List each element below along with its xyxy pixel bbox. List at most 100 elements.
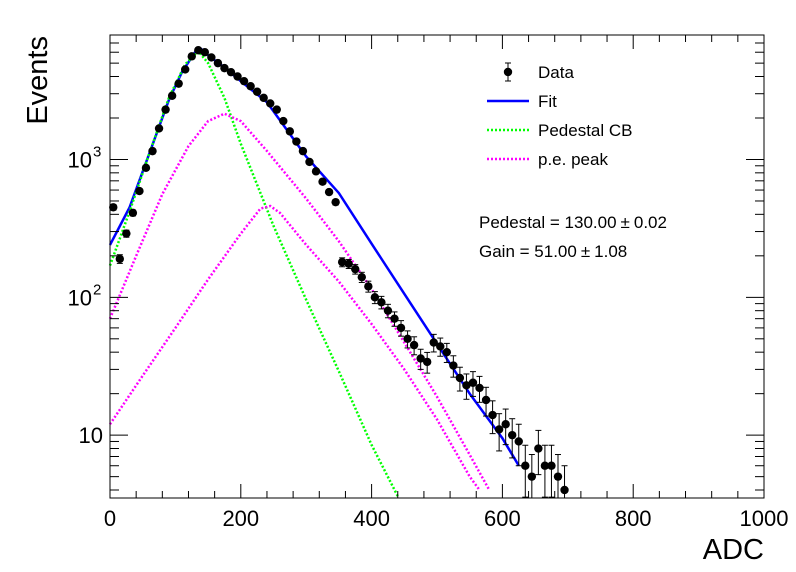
gain-value: Gain = 51.00: [479, 242, 577, 261]
x-axis-label: ADC: [703, 534, 764, 566]
pe-peak-curve-3: [108, 112, 491, 491]
data-point: [226, 67, 236, 77]
legend-label: Data: [538, 63, 574, 82]
data-point: [409, 336, 419, 356]
data-point: [292, 137, 301, 146]
data-point: [403, 330, 412, 349]
data-point: [279, 116, 288, 126]
data-point: [128, 208, 138, 218]
x-tick-label: 800: [615, 506, 652, 531]
data-point: [252, 87, 262, 96]
x-axis: 0 200 400 600 800 1000: [104, 35, 789, 531]
pedestal-error: 0.02: [634, 213, 667, 232]
pedestal-curve: [108, 49, 399, 497]
data-point: [364, 280, 373, 293]
data-point: [462, 373, 471, 400]
y-tick-exponent: 3: [93, 143, 101, 160]
data-point: [468, 371, 478, 397]
gain-annotation: Gain = 51.00 ±1.08: [479, 242, 627, 261]
data-point: [239, 76, 249, 86]
data-point: [416, 348, 425, 370]
x-tick-label: 1000: [740, 506, 789, 531]
data-point: [154, 124, 164, 133]
legend-label: Fit: [538, 92, 557, 111]
legend-entry: Data: [503, 62, 574, 82]
x-tick-label: 400: [353, 506, 390, 531]
data-point: [547, 444, 556, 498]
data-point: [436, 337, 445, 357]
data-point: [429, 333, 438, 353]
legend-label: Pedestal CB: [538, 121, 633, 140]
data-point: [534, 429, 543, 476]
legend: Data Fit Pedestal CB p.e. peak: [487, 62, 633, 169]
data-point: [272, 105, 281, 114]
gain-error: 1.08: [594, 242, 627, 261]
data-point: [285, 127, 295, 136]
data-point: [377, 295, 386, 310]
legend-label: p.e. peak: [538, 150, 608, 169]
data-point: [383, 303, 393, 319]
data-point: [246, 82, 255, 91]
data-point: [442, 342, 452, 363]
pedestal-pm: ±: [621, 213, 630, 232]
data-point: [266, 99, 275, 108]
data-point: [161, 105, 170, 114]
data-point: [475, 375, 484, 403]
data-point: [494, 413, 504, 452]
data-point: [455, 366, 465, 392]
data-point: [481, 386, 491, 417]
x-tick-label: 0: [104, 506, 116, 531]
data-point: [109, 203, 118, 212]
data-point: [351, 264, 360, 275]
y-axis-label: Events: [22, 36, 54, 125]
y-tick-label: 10: [68, 285, 92, 310]
data-point: [422, 351, 432, 374]
x-tick-label: 600: [484, 506, 521, 531]
data-point: [324, 187, 334, 197]
data-point: [181, 65, 190, 74]
data-point: [220, 63, 229, 73]
pedestal-value: Pedestal = 130.00: [479, 213, 617, 232]
y-tick-label: 10: [68, 147, 92, 172]
legend-entry: p.e. peak: [487, 150, 608, 169]
data-point: [521, 444, 530, 498]
data-point: [390, 311, 399, 327]
data-point: [318, 177, 327, 186]
data-points: [109, 46, 569, 499]
data-point: [514, 423, 523, 467]
data-point: [488, 400, 497, 435]
y-tick-exponent: 2: [93, 281, 101, 298]
data-point: [200, 48, 210, 57]
data-point: [298, 146, 308, 156]
data-point: [540, 444, 550, 498]
data-point: [233, 72, 242, 81]
x-tick-label: 200: [222, 506, 259, 531]
gain-pm: ±: [581, 242, 590, 261]
legend-entry: Fit: [487, 92, 557, 111]
data-point: [344, 258, 353, 270]
data-point: [311, 167, 321, 176]
pe-peak-curve-4: [108, 204, 481, 491]
data-point: [449, 355, 458, 378]
data-point: [148, 146, 157, 156]
data-point: [135, 186, 144, 196]
data-point: [141, 163, 151, 173]
data-point: [194, 46, 203, 55]
data-point: [259, 93, 268, 103]
data-point: [501, 408, 510, 446]
data-point: [122, 229, 131, 238]
data-point: [167, 91, 177, 100]
fit-annotations: Pedestal = 130.00 ±0.02 Gain = 51.00 ±1.08: [479, 213, 667, 261]
data-point: [115, 254, 125, 264]
data-point: [508, 418, 517, 459]
data-point: [305, 157, 314, 167]
data-point: [337, 257, 347, 268]
data-point: [331, 197, 340, 207]
data-point: [357, 271, 366, 283]
plot-frame: [109, 34, 765, 499]
data-point: [213, 58, 223, 68]
data-point: [187, 52, 196, 61]
data-point: [207, 53, 216, 62]
